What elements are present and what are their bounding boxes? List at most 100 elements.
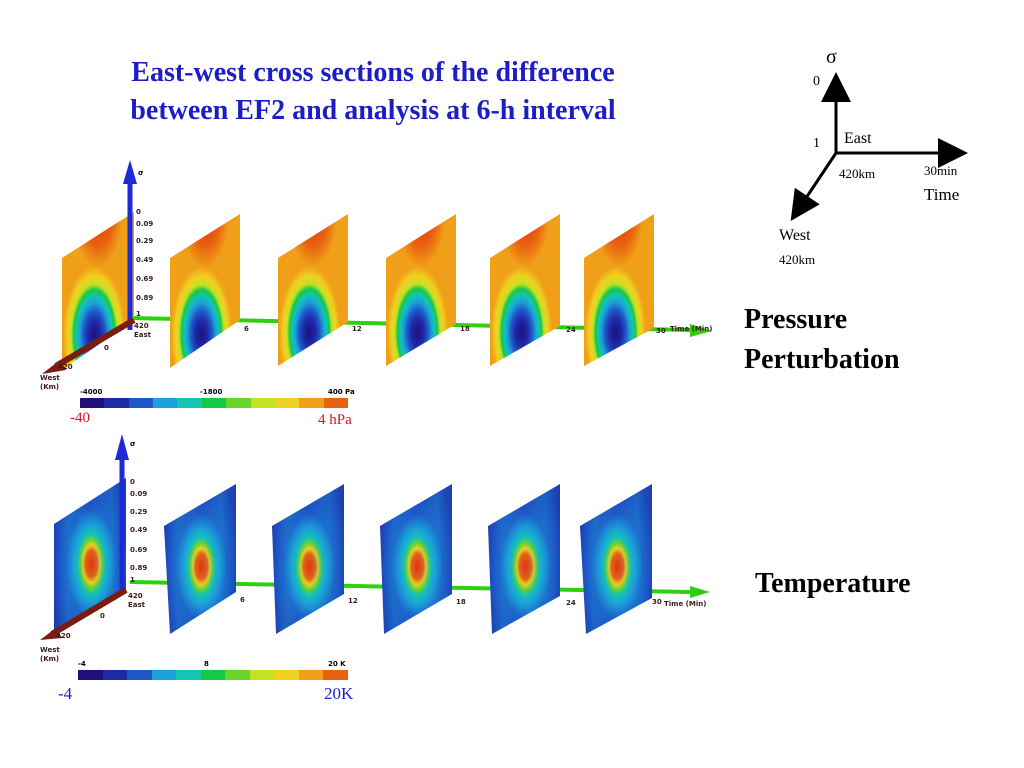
temperature-time-tick-24: 24	[566, 599, 576, 607]
pressure-time-axis-arrow	[690, 324, 712, 337]
pressure-colorbar-segment	[323, 398, 348, 408]
temperature-sigma-tick-0: 0	[130, 478, 135, 486]
temperature-label: Temperature	[755, 568, 911, 599]
pressure-colorbar-segment	[299, 398, 324, 408]
pressure-colorbar	[80, 398, 348, 408]
temperature-panel-24	[488, 484, 560, 634]
temperature-bar-tick-mid: 8	[204, 660, 209, 668]
temperature-west-label: West	[40, 646, 60, 654]
east-label: East	[844, 130, 872, 147]
slide-title: East-west cross sections of the differen…	[58, 54, 688, 130]
pressure-time-tick-24: 24	[566, 326, 576, 334]
pressure-label-line-1: Pressure	[744, 304, 848, 335]
temperature-time-tick-18: 18	[456, 598, 466, 606]
pressure-time-tick-6: 6	[244, 325, 249, 333]
pressure-bar-tick-right: 400 Pa	[328, 388, 355, 396]
temperature-sigma-tick-3: 0.49	[130, 526, 148, 534]
pressure-bar-tick-left: -4000	[80, 388, 103, 396]
pressure-panel-12	[278, 214, 348, 366]
temperature-colorbar-segment	[78, 670, 103, 680]
west-label: West	[779, 227, 811, 244]
temperature-sigma-tick-4: 0.69	[130, 546, 148, 554]
pressure-colorbar-segment	[128, 398, 154, 408]
temperature-west-axis-arrow	[40, 628, 62, 640]
pressure-sigma-tick-3: 0.49	[136, 256, 154, 264]
temperature-time-axis-arrow	[690, 586, 710, 598]
pressure-sigma-symbol: σ	[138, 169, 144, 177]
temperature-colorbar-max: 20K	[324, 684, 354, 703]
pressure-perturbation-label: Pressure Perturbation	[744, 300, 900, 380]
pressure-label-line-2: Perturbation	[744, 344, 900, 375]
pressure-sigma-tick-1: 0.09	[136, 220, 154, 228]
pressure-time-tick-18: 18	[460, 325, 470, 333]
temperature-colorbar-segment	[298, 670, 324, 680]
title-line-1: East-west cross sections of the differen…	[131, 57, 615, 88]
pressure-origin-label: 0	[104, 344, 109, 352]
temperature-sigma-symbol: σ	[130, 440, 136, 448]
east-distance-label: 420km	[839, 166, 876, 181]
temperature-panel-12	[272, 484, 344, 634]
temperature-panel-30	[580, 484, 652, 634]
pressure-colorbar-segment	[201, 398, 227, 408]
temperature-time-tick-12: 12	[348, 597, 358, 605]
temperature-sigma-tick-6: 1	[130, 576, 135, 584]
sigma-bottom-label: 1	[813, 136, 820, 151]
west-arrow	[790, 152, 838, 221]
pressure-bar-tick-mid: -1800	[200, 388, 223, 396]
pressure-colorbar-segment	[250, 398, 275, 408]
pressure-sigma-tick-2: 0.29	[136, 237, 154, 245]
temperature-colorbar-segment	[323, 670, 349, 680]
pressure-sigma-tick-6: 1	[136, 310, 141, 318]
temperature-bar-tick-right: 20 K	[328, 660, 346, 668]
pressure-colorbar-segment	[80, 398, 105, 408]
pressure-panel-24	[490, 214, 560, 366]
pressure-west-axis-arrow	[42, 360, 66, 374]
temperature-colorbar	[78, 670, 349, 680]
temperature-origin-label: 0	[100, 612, 105, 620]
pressure-sigma-tick-5: 0.89	[136, 294, 154, 302]
temperature-bar-tick-left: -4	[78, 660, 86, 668]
sigma-top-label: 0	[813, 74, 820, 89]
time-step-label: 30min	[924, 163, 958, 178]
pressure-time-tick-12: 12	[352, 325, 362, 333]
pressure-panel-18	[386, 214, 456, 366]
pressure-west-tick: 420	[58, 363, 73, 371]
temperature-colorbar-segment	[225, 670, 250, 680]
pressure-colorbar-segment	[226, 398, 251, 408]
pressure-colorbar-segment	[274, 398, 300, 408]
temperature-colorbar-segment	[200, 670, 226, 680]
temperature-east-label: East	[128, 601, 146, 609]
pressure-west-axis	[54, 317, 136, 369]
pressure-panel-6	[170, 214, 240, 368]
temperature-sigma-axis-arrow	[115, 434, 129, 460]
pressure-colorbar-max: 4 hPa	[318, 412, 352, 428]
temperature-colorbar-segment	[176, 670, 201, 680]
temperature-colorbar-segment	[249, 670, 275, 680]
temperature-colorbar-segment	[127, 670, 152, 680]
temperature-east-tick: 420	[128, 592, 143, 600]
temperature-sigma-tick-2: 0.29	[130, 508, 148, 516]
title-line-2: between EF2 and analysis at 6-h interval	[130, 95, 616, 126]
temperature-sigma-tick-5: 0.89	[130, 564, 148, 572]
pressure-sigma-tick-0: 0	[136, 208, 141, 216]
pressure-colorbar-segment	[177, 398, 202, 408]
temperature-panel-0	[54, 478, 126, 634]
temperature-colorbar-segment	[151, 670, 177, 680]
pressure-panel-30	[584, 214, 654, 366]
pressure-colorbar-segment	[153, 398, 178, 408]
sigma-symbol: σ	[826, 46, 837, 68]
temperature-sigma-tick-1: 0.09	[130, 490, 148, 498]
time-label: Time	[924, 185, 960, 204]
pressure-sigma-axis-arrow	[123, 160, 137, 184]
temperature-time-axis-end: 30	[652, 598, 662, 606]
pressure-west-unit: (Km)	[40, 383, 60, 391]
pressure-time-axis-end: 30	[656, 327, 666, 335]
pressure-colorbar-min: -40	[70, 410, 90, 426]
pressure-west-label: West	[40, 374, 60, 382]
temperature-colorbar-min: -4	[58, 684, 73, 703]
temperature-time-tick-6: 6	[240, 596, 245, 604]
temperature-colorbar-segment	[102, 670, 128, 680]
temperature-west-tick: 420	[56, 632, 71, 640]
